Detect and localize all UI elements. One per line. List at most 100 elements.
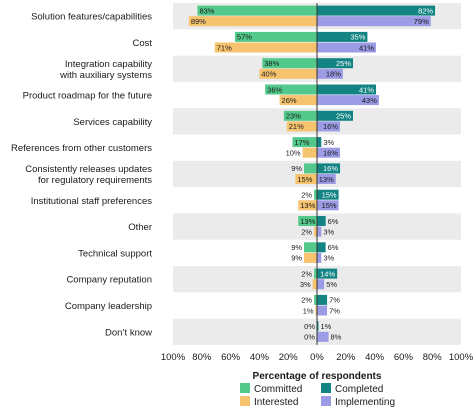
value-label-committed-5: 17% <box>295 138 310 147</box>
value-label-committed-10: 2% <box>301 269 312 278</box>
value-label-interested-10: 3% <box>300 280 311 289</box>
value-label-committed-1: 57% <box>237 33 252 42</box>
value-label-committed-11: 2% <box>301 296 312 305</box>
value-label-committed-0: 83% <box>199 6 214 15</box>
value-label-interested-0: 89% <box>191 17 206 26</box>
bar-committed-0 <box>197 5 317 16</box>
value-label-interested-7: 13% <box>300 201 315 210</box>
bar-completed-5 <box>317 137 322 148</box>
category-label-don-t-know: Don’t know <box>105 327 152 338</box>
category-label-solution-features-capabilities: Solution features/capabilities <box>31 12 152 23</box>
bar-implementing-4 <box>317 121 341 132</box>
bars <box>188 5 436 342</box>
bar-interested-8 <box>314 226 317 237</box>
bar-interested-0 <box>188 16 317 27</box>
bar-completed-4 <box>317 110 353 121</box>
value-label-implementing-12: 8% <box>331 333 342 342</box>
bar-implementing-10 <box>317 279 325 290</box>
bar-implementing-12 <box>317 331 329 342</box>
value-label-implementing-0: 79% <box>414 17 429 26</box>
value-label-committed-8: 13% <box>300 217 315 226</box>
bar-interested-1 <box>214 42 317 53</box>
legend-swatch-implementing <box>321 396 331 406</box>
value-label-implementing-7: 15% <box>322 201 337 210</box>
bar-committed-7 <box>314 189 317 200</box>
legend-swatch-completed <box>321 383 331 393</box>
x-axis-title: Percentage of respondents <box>253 371 382 382</box>
bar-interested-3 <box>279 95 317 106</box>
category-label-consistently-releases-updates-for-regulatory-requirements: Consistently releases updates for regulat… <box>25 164 152 186</box>
value-label-interested-2: 40% <box>261 70 276 79</box>
category-label-company-leadership: Company leadership <box>65 301 152 312</box>
category-label-technical-support: Technical support <box>78 248 152 259</box>
bar-completed-7 <box>317 189 339 200</box>
value-label-implementing-4: 16% <box>323 122 338 131</box>
bar-completed-3 <box>317 84 377 95</box>
value-label-interested-3: 26% <box>282 96 297 105</box>
category-label-product-roadmap-for-the-future: Product roadmap for the future <box>23 91 152 102</box>
x-axis: 100% 80% 60% 40% 20% 0% 20% 40% 60% 80% 100% <box>161 3 474 363</box>
bar-interested-7 <box>298 200 317 211</box>
legend-label-interested: Interested <box>254 397 298 408</box>
category-label-company-reputation: Company reputation <box>66 275 152 286</box>
value-label-completed-0: 82% <box>418 6 433 15</box>
bar-completed-6 <box>317 163 341 174</box>
bar-implementing-7 <box>317 200 339 211</box>
x-tick-label: 80% <box>423 352 443 363</box>
value-label-implementing-10: 5% <box>326 280 337 289</box>
value-label-completed-3: 41% <box>359 85 374 94</box>
bar-committed-6 <box>304 163 317 174</box>
legend-swatch-interested <box>240 396 250 406</box>
bar-implementing-0 <box>317 16 431 27</box>
value-label-implementing-2: 18% <box>326 70 341 79</box>
value-label-interested-6: 15% <box>297 175 312 184</box>
value-label-interested-11: 1% <box>303 306 314 315</box>
value-label-completed-6: 16% <box>323 164 338 173</box>
value-label-interested-12: 0% <box>304 333 315 342</box>
bar-implementing-1 <box>317 42 377 53</box>
bar-implementing-11 <box>317 305 328 316</box>
bar-implementing-9 <box>317 252 322 263</box>
value-label-committed-4: 23% <box>286 112 301 121</box>
value-label-completed-2: 25% <box>336 59 351 68</box>
category-label-integration-capability-with-auxiliary-systems: Integration capability with auxiliary sys… <box>59 59 152 81</box>
x-tick-label: 80% <box>192 352 212 363</box>
bar-committed-3 <box>265 84 317 95</box>
value-label-interested-4: 21% <box>289 122 304 131</box>
x-tick-label: 40% <box>365 352 385 363</box>
value-label-implementing-3: 43% <box>362 96 377 105</box>
value-label-implementing-8: 3% <box>323 227 334 236</box>
x-tick-label: 60% <box>221 352 241 363</box>
legend-label-implementing: Implementing <box>335 397 395 408</box>
value-label-completed-5: 3% <box>323 138 334 147</box>
legend-swatch-committed <box>240 383 250 393</box>
value-label-committed-7: 2% <box>301 191 312 200</box>
bar-committed-9 <box>304 242 317 253</box>
bar-committed-11 <box>314 294 317 305</box>
bar-interested-9 <box>304 252 317 263</box>
value-label-completed-11: 7% <box>329 296 340 305</box>
x-tick-label: 60% <box>394 352 414 363</box>
value-labels: 83%57%38%36%23%17%9%2%13%9%2%2%0%89%71%4… <box>191 6 434 341</box>
value-label-completed-10: 14% <box>320 269 335 278</box>
bar-interested-5 <box>302 147 317 158</box>
value-label-completed-12: 1% <box>320 322 331 331</box>
value-label-implementing-11: 7% <box>329 306 340 315</box>
bar-committed-2 <box>262 58 317 69</box>
bar-implementing-5 <box>317 147 341 158</box>
bar-committed-5 <box>292 137 317 148</box>
value-label-committed-6: 9% <box>291 164 302 173</box>
category-label-references-from-other-customers: References from other customers <box>11 143 152 154</box>
value-label-completed-8: 6% <box>328 217 339 226</box>
bar-completed-1 <box>317 31 368 42</box>
category-label-other: Other <box>128 222 152 233</box>
bar-interested-2 <box>259 68 317 79</box>
value-label-interested-5: 10% <box>286 149 301 158</box>
x-tick-label: 20% <box>336 352 356 363</box>
value-label-committed-2: 38% <box>264 59 279 68</box>
bar-committed-1 <box>234 31 317 42</box>
value-label-committed-3: 36% <box>267 85 282 94</box>
category-label-services-capability: Services capability <box>73 117 152 128</box>
